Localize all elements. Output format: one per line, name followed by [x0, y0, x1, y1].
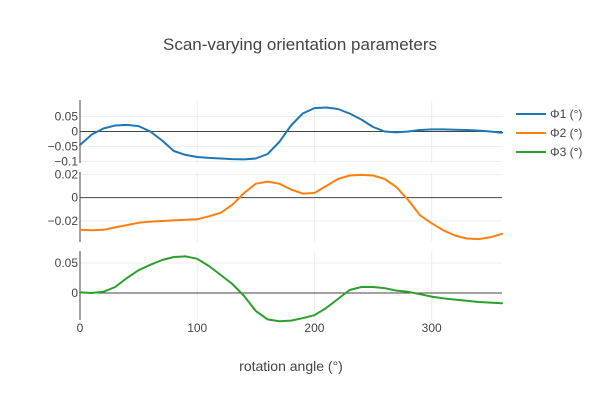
x-axis-title: rotation angle (°)	[239, 358, 343, 374]
legend-label: Φ2 (°)	[550, 126, 582, 140]
x-tick-label: 300	[422, 321, 442, 335]
legend-item: Φ1 (°)	[516, 107, 582, 121]
series-line	[79, 106, 503, 161]
legend-item: Φ2 (°)	[516, 126, 582, 140]
series-line	[79, 255, 503, 323]
x-tick-label: 200	[304, 321, 324, 335]
x-tick-label: 0	[77, 321, 84, 335]
y-tick-label: 0	[71, 286, 78, 300]
y-tick-label: 0.02	[55, 167, 79, 181]
panel-2: 0.02 0 −0.02	[48, 167, 503, 242]
chart-title: Scan-varying orientation parameters	[163, 35, 437, 54]
y-tick-label: −0.1	[54, 155, 78, 169]
x-tick-label: 100	[187, 321, 207, 335]
y-tick-label: −0.05	[48, 140, 79, 154]
legend-label: Φ3 (°)	[550, 145, 582, 159]
y-tick-label: 0.05	[55, 110, 79, 124]
y-tick-label: 0	[71, 191, 78, 205]
panel-3: 0.05 0	[55, 251, 503, 323]
y-tick-label: 0	[71, 125, 78, 139]
y-tick-label: 0.05	[55, 256, 79, 270]
legend-label: Φ1 (°)	[550, 107, 582, 121]
legend-item: Φ3 (°)	[516, 145, 582, 159]
series-line	[79, 173, 503, 241]
panel-1: 0.050−0.05−0.1	[48, 100, 503, 169]
legend: Φ1 (°) Φ2 (°) Φ3 (°)	[516, 107, 582, 159]
y-tick-label: −0.02	[48, 214, 79, 228]
